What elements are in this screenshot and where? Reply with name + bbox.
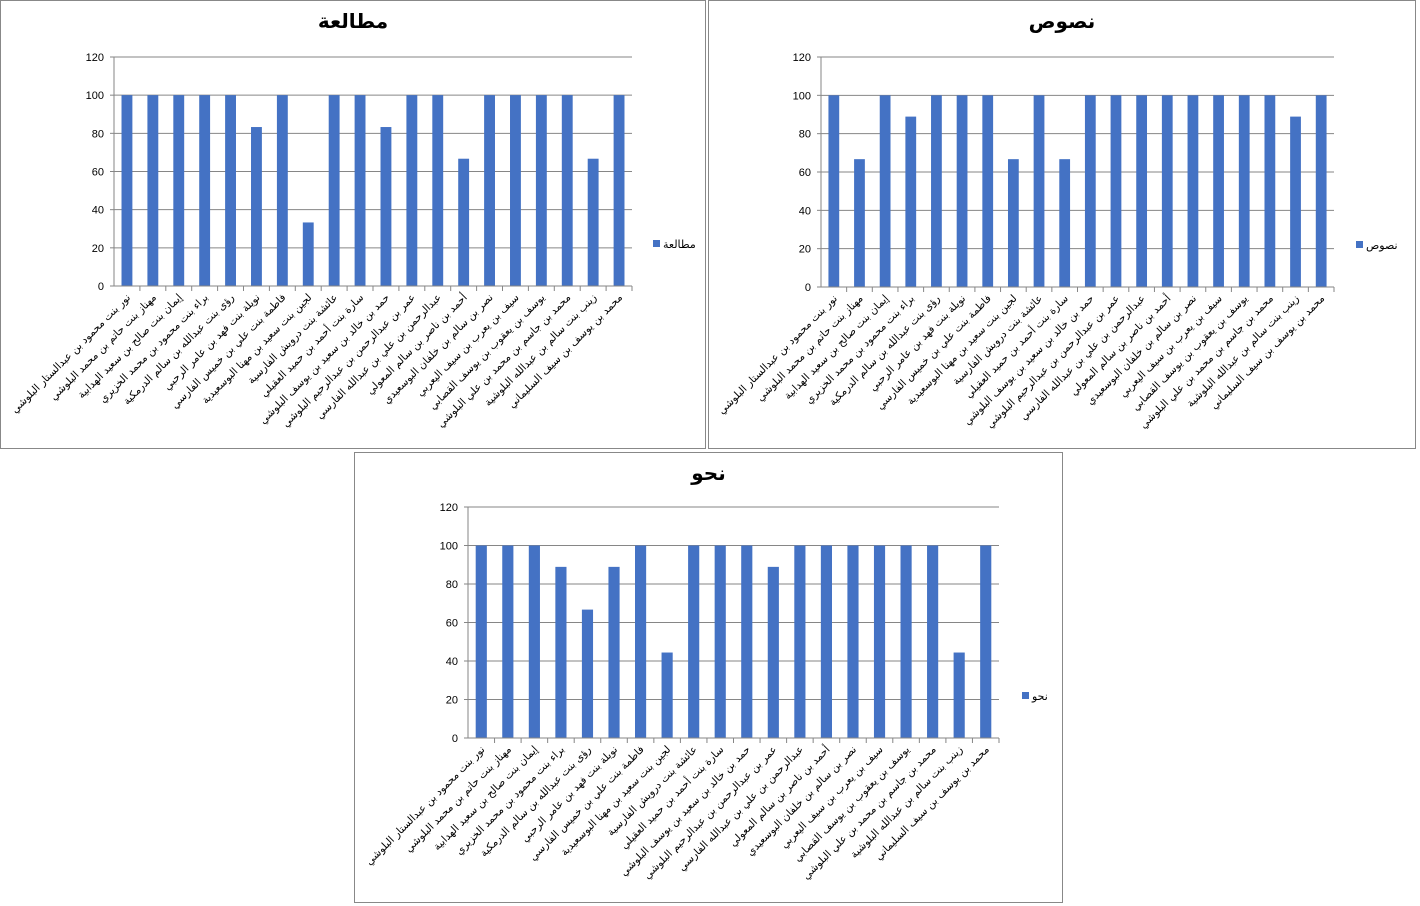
bar	[1264, 95, 1276, 287]
y-tick-label: 80	[92, 128, 104, 140]
bar	[1187, 95, 1199, 287]
y-tick-label: 0	[452, 733, 458, 745]
bar	[1110, 95, 1122, 287]
y-tick-label: 20	[799, 244, 811, 256]
bar	[1007, 159, 1019, 287]
legend-label: نحو	[1031, 690, 1048, 703]
bar	[535, 95, 547, 287]
bar	[661, 652, 673, 738]
bar	[900, 545, 912, 738]
bar	[147, 95, 159, 287]
bar	[927, 545, 939, 738]
bar	[854, 159, 865, 287]
bar	[432, 95, 444, 287]
legend-label: نصوص	[1366, 239, 1398, 252]
bar	[980, 545, 992, 738]
bar	[1238, 95, 1250, 287]
bar	[199, 95, 211, 287]
bar	[1315, 95, 1327, 287]
bar	[953, 652, 965, 738]
bar	[905, 116, 917, 287]
bar	[555, 566, 567, 738]
y-tick-label: 100	[793, 90, 811, 102]
bar	[873, 545, 886, 738]
bar	[328, 95, 340, 287]
bar	[587, 158, 599, 286]
bar	[794, 545, 806, 738]
bar	[276, 95, 288, 287]
y-tick-label: 40	[92, 205, 104, 217]
bar	[173, 95, 185, 287]
bar	[528, 545, 540, 738]
chart-panel-mutalaa: مطالعة 0 20 40 60 80 100 120 نور بنت محمود بن ع…	[0, 0, 706, 449]
y-tick-label: 60	[799, 167, 811, 179]
legend-label: مطالعة	[663, 238, 696, 251]
y-tick-label: 100	[440, 541, 458, 553]
y-tick-label: 80	[799, 129, 811, 141]
chart-title: نصوص	[1028, 9, 1096, 33]
legend-swatch	[1356, 241, 1363, 248]
bar	[879, 95, 891, 287]
legend-swatch	[1022, 692, 1029, 699]
bar	[354, 95, 366, 287]
bar	[380, 127, 392, 287]
bar	[688, 545, 700, 738]
bar	[956, 95, 968, 287]
bar	[767, 566, 779, 738]
bar	[561, 95, 573, 287]
bar	[1084, 95, 1096, 287]
bar	[982, 95, 994, 287]
chart-title: مطالعة	[317, 9, 389, 33]
bar	[510, 95, 521, 287]
bar	[302, 222, 314, 286]
bar	[931, 95, 942, 287]
bar	[502, 545, 514, 738]
bar	[225, 95, 236, 287]
y-tick-label: 20	[446, 695, 458, 707]
chart-panel-nahw: نحو 0 20 40 60 80 100 120 نور بنت محمود بن عبدا…	[354, 452, 1063, 903]
y-tick-label: 120	[86, 52, 104, 64]
y-tick-label: 120	[793, 52, 811, 64]
y-tick-label: 0	[805, 282, 811, 294]
bar	[741, 545, 753, 738]
y-tick-label: 40	[799, 205, 811, 217]
bar	[406, 95, 418, 287]
chart-title: نحو	[691, 461, 726, 485]
y-tick-label: 120	[440, 502, 458, 514]
bar	[1033, 95, 1045, 287]
bar	[484, 95, 495, 287]
y-tick-label: 0	[98, 281, 104, 293]
bar	[1161, 95, 1173, 287]
bar	[847, 545, 859, 738]
bar	[1213, 95, 1224, 287]
legend-swatch	[653, 240, 660, 247]
bar	[251, 127, 262, 287]
bar	[613, 95, 625, 287]
y-tick-label: 60	[446, 618, 458, 630]
bar	[121, 95, 133, 287]
bar	[608, 566, 620, 738]
bar	[1136, 95, 1148, 287]
bar	[714, 545, 726, 738]
y-tick-label: 20	[92, 243, 104, 255]
y-tick-label: 40	[446, 656, 458, 668]
bar	[475, 545, 487, 738]
y-tick-label: 60	[92, 167, 104, 179]
bar	[581, 609, 594, 738]
y-tick-label: 100	[86, 90, 104, 102]
bar	[1290, 116, 1301, 287]
bar	[820, 545, 833, 738]
bar	[1059, 159, 1071, 287]
bar	[828, 95, 840, 287]
bar	[458, 158, 470, 286]
y-tick-label: 80	[446, 579, 458, 591]
bar	[634, 545, 647, 738]
chart-panel-nusus: نصوص 0 20 40 60 80 100 120 نور بنت محمود بن عبد…	[708, 0, 1416, 449]
